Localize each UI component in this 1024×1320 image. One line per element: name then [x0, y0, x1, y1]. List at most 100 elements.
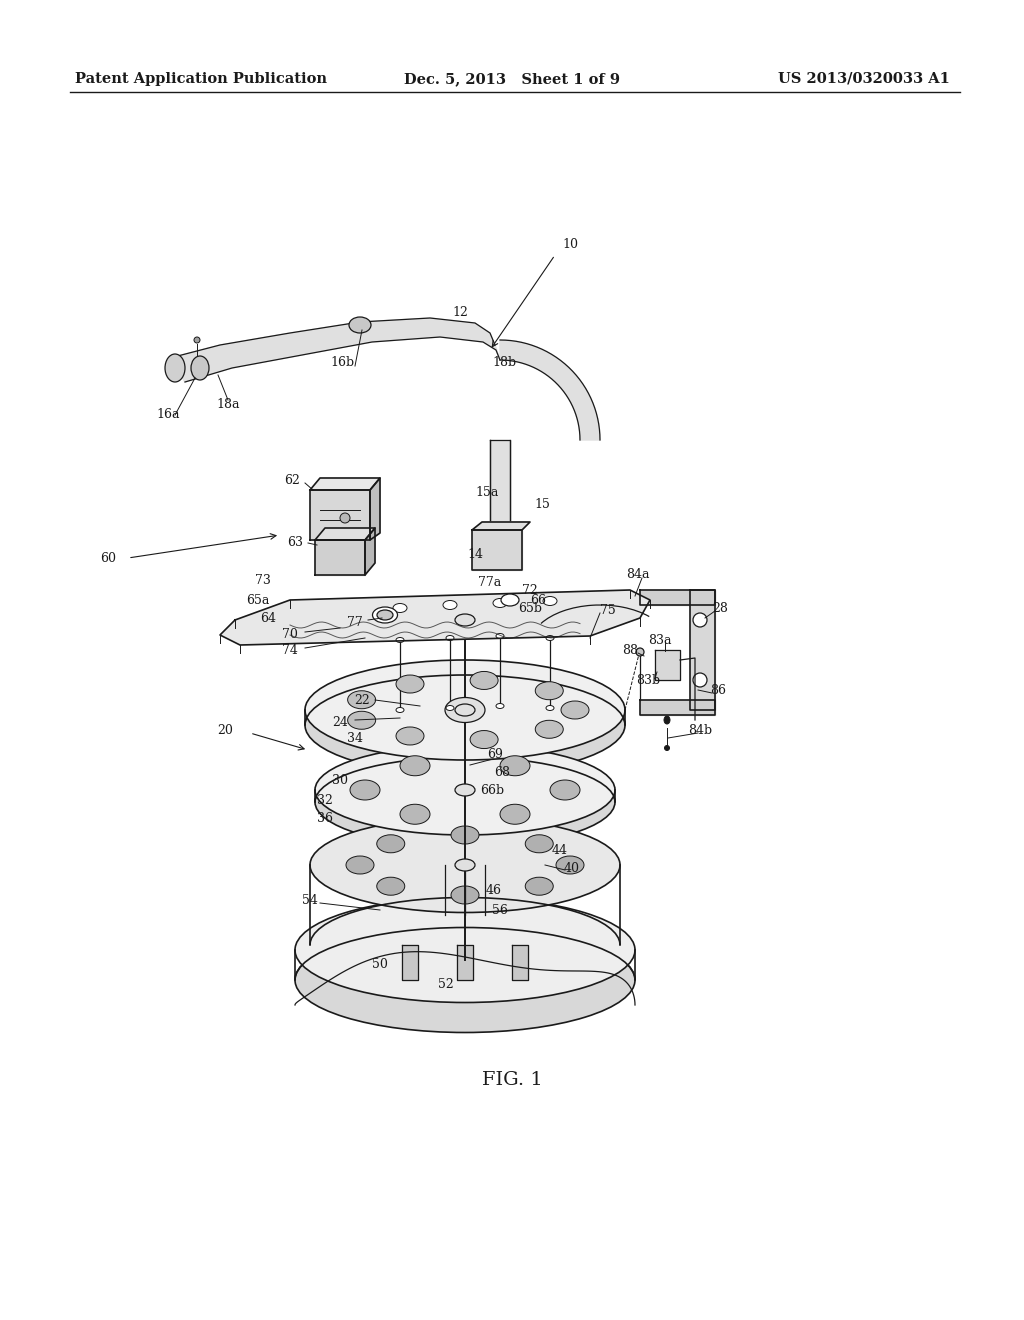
Text: 60: 60: [100, 552, 116, 565]
Ellipse shape: [446, 705, 454, 710]
Text: 46: 46: [486, 883, 502, 896]
Ellipse shape: [455, 614, 475, 626]
Text: FIG. 1: FIG. 1: [481, 1071, 543, 1089]
Ellipse shape: [377, 610, 393, 620]
Text: 74: 74: [282, 644, 298, 656]
Polygon shape: [690, 590, 715, 710]
Ellipse shape: [525, 878, 553, 895]
Text: 44: 44: [552, 843, 568, 857]
Polygon shape: [315, 528, 375, 540]
Ellipse shape: [310, 817, 620, 912]
Text: 56: 56: [493, 903, 508, 916]
Ellipse shape: [525, 834, 553, 853]
Ellipse shape: [451, 826, 479, 843]
Ellipse shape: [305, 660, 625, 760]
Text: 72: 72: [522, 583, 538, 597]
Ellipse shape: [315, 756, 615, 847]
Ellipse shape: [693, 673, 707, 686]
Text: 77: 77: [347, 615, 362, 628]
Ellipse shape: [346, 855, 374, 874]
Text: 84b: 84b: [688, 723, 712, 737]
Ellipse shape: [445, 697, 485, 722]
Ellipse shape: [340, 513, 350, 523]
Polygon shape: [170, 318, 500, 381]
Ellipse shape: [377, 878, 404, 895]
Ellipse shape: [493, 598, 507, 607]
Text: 50: 50: [372, 958, 388, 972]
Ellipse shape: [500, 756, 530, 776]
Ellipse shape: [315, 744, 615, 836]
Ellipse shape: [191, 356, 209, 380]
Ellipse shape: [443, 601, 457, 610]
Text: 10: 10: [562, 239, 578, 252]
Text: 16a: 16a: [157, 408, 180, 421]
Ellipse shape: [470, 730, 498, 748]
Polygon shape: [640, 700, 715, 715]
Text: 32: 32: [317, 793, 333, 807]
Text: 64: 64: [260, 611, 276, 624]
Ellipse shape: [347, 711, 376, 729]
Text: 65b: 65b: [518, 602, 542, 615]
Polygon shape: [457, 945, 473, 979]
Ellipse shape: [536, 721, 563, 738]
Ellipse shape: [451, 886, 479, 904]
Ellipse shape: [400, 804, 430, 824]
Text: Patent Application Publication: Patent Application Publication: [75, 73, 327, 86]
Text: 66b: 66b: [480, 784, 504, 796]
Ellipse shape: [393, 603, 407, 612]
Text: US 2013/0320033 A1: US 2013/0320033 A1: [778, 73, 950, 86]
Text: 75: 75: [600, 603, 615, 616]
Text: 36: 36: [317, 812, 333, 825]
Text: 18a: 18a: [216, 399, 240, 412]
Text: 52: 52: [438, 978, 454, 991]
Ellipse shape: [561, 701, 589, 719]
Ellipse shape: [664, 715, 670, 723]
Ellipse shape: [455, 784, 475, 796]
Ellipse shape: [396, 675, 424, 693]
Text: 20: 20: [217, 723, 232, 737]
Polygon shape: [370, 478, 380, 540]
Text: 66: 66: [530, 594, 546, 606]
Polygon shape: [402, 945, 418, 979]
Ellipse shape: [295, 928, 635, 1032]
Ellipse shape: [546, 705, 554, 710]
Text: 68: 68: [494, 767, 510, 780]
Polygon shape: [310, 478, 380, 490]
Ellipse shape: [400, 756, 430, 776]
Polygon shape: [472, 521, 530, 531]
Ellipse shape: [165, 354, 185, 381]
Text: 24: 24: [332, 715, 348, 729]
Text: 54: 54: [302, 894, 317, 907]
Ellipse shape: [693, 612, 707, 627]
Ellipse shape: [546, 635, 554, 640]
Text: 15: 15: [535, 499, 550, 511]
Ellipse shape: [396, 708, 404, 713]
Ellipse shape: [446, 635, 454, 640]
Ellipse shape: [373, 607, 397, 623]
Text: 22: 22: [354, 693, 370, 706]
Ellipse shape: [295, 898, 635, 1002]
Text: 12: 12: [452, 305, 468, 318]
Text: 63: 63: [287, 536, 303, 549]
Text: 69: 69: [487, 748, 503, 762]
Text: 70: 70: [282, 628, 298, 642]
Ellipse shape: [455, 704, 475, 715]
Ellipse shape: [377, 834, 404, 853]
Ellipse shape: [665, 746, 670, 751]
Ellipse shape: [496, 704, 504, 709]
Ellipse shape: [396, 638, 404, 643]
Text: 28: 28: [712, 602, 728, 615]
Text: 14: 14: [467, 549, 483, 561]
Text: 62: 62: [284, 474, 300, 487]
Ellipse shape: [396, 727, 424, 744]
Text: 83a: 83a: [648, 634, 672, 647]
Polygon shape: [490, 440, 510, 531]
Polygon shape: [220, 590, 650, 645]
Text: 18b: 18b: [493, 355, 517, 368]
Ellipse shape: [500, 804, 530, 824]
Ellipse shape: [455, 859, 475, 871]
Polygon shape: [640, 590, 715, 605]
Ellipse shape: [305, 675, 625, 775]
Ellipse shape: [536, 681, 563, 700]
Text: 88: 88: [622, 644, 638, 656]
